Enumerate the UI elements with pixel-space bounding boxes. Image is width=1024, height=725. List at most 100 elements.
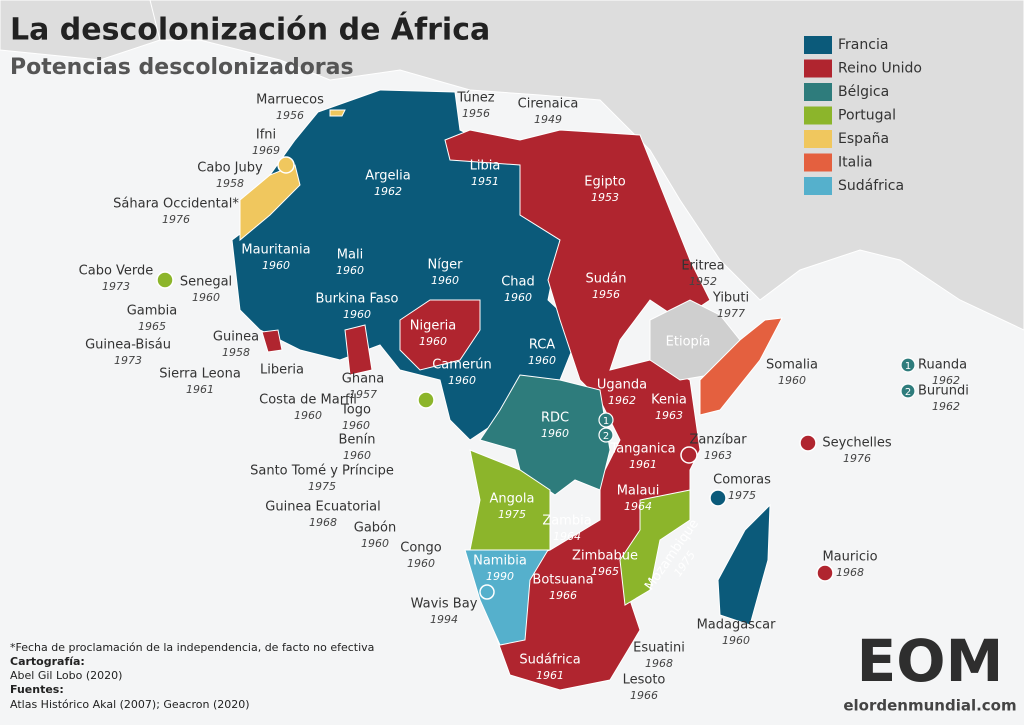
country-year: 1976 <box>162 213 190 226</box>
country-name: Uganda <box>597 378 647 393</box>
legend-swatch <box>804 36 832 54</box>
logo-url: elordenmundial.com <box>843 697 1016 715</box>
country-year: 1956 <box>592 288 620 301</box>
country-name: Libia <box>470 159 501 174</box>
country-name: Egipto <box>584 175 625 190</box>
country-name: Camerún <box>432 358 492 373</box>
country-name: Zimbabue <box>572 549 638 564</box>
country-year: 1952 <box>689 275 717 288</box>
country-year: 1960 <box>419 335 447 348</box>
country-name: Sáhara Occidental* <box>113 197 239 212</box>
country-name: Benín <box>338 433 375 448</box>
country-name: Cabo Juby <box>197 161 263 176</box>
country-name: Guinea Ecuatorial <box>265 500 380 515</box>
country-name: Senegal <box>180 275 232 290</box>
country-name: Wavis Bay <box>411 597 478 612</box>
legend-swatch <box>804 59 832 78</box>
country-year: 1975 <box>308 480 336 493</box>
country-name: Costa de Marfil <box>259 393 357 408</box>
marker-number: 2 <box>603 431 609 442</box>
country-name: Mali <box>337 248 363 263</box>
country-year: 1960 <box>192 291 220 304</box>
country-year: 1968 <box>309 516 337 529</box>
country-name: Botsuana <box>532 573 593 588</box>
country-year: 1975 <box>498 508 526 521</box>
legend-label: Italia <box>838 155 873 171</box>
legend-swatch <box>804 153 832 172</box>
country-year: 1956 <box>462 107 490 120</box>
country-name: RCA <box>529 338 555 353</box>
country-name: Namibia <box>473 554 527 569</box>
region <box>479 374 611 496</box>
surrounding-land <box>0 0 1024 331</box>
country-name: Etiopía <box>666 335 711 350</box>
country-year: 1960 <box>504 291 532 304</box>
country-year: 1960 <box>262 259 290 272</box>
country-year: 1968 <box>836 566 864 579</box>
country-name: Somalia <box>766 358 818 373</box>
country-year: 1966 <box>630 689 658 702</box>
country-name: Zanzíbar <box>689 433 747 448</box>
country-name: Seychelles <box>822 436 892 451</box>
region <box>464 549 549 646</box>
country-name: Níger <box>428 258 464 273</box>
country-name: Tanganica <box>609 442 675 457</box>
country-label: Etiopía <box>666 335 711 350</box>
country-year: 1960 <box>342 419 370 432</box>
country-year: 1960 <box>431 274 459 287</box>
labels: Marruecos1956Túnez1956Cirenaica1949Ifni1… <box>79 91 969 703</box>
country-name: Togo <box>340 403 371 418</box>
region <box>344 324 373 376</box>
country-name: Eritrea <box>681 259 724 274</box>
country-name: Sudán <box>586 272 627 287</box>
country-name: Guinea <box>213 330 259 345</box>
country-year: 1966 <box>549 589 577 602</box>
country-year: 1960 <box>343 449 371 462</box>
country-name: Mauricio <box>822 550 877 565</box>
country-name: Liberia <box>260 363 304 378</box>
country-name: Nigeria <box>410 319 457 334</box>
country-year: 1964 <box>553 530 581 543</box>
country-year: 1968 <box>645 657 673 670</box>
country-year: 1962 <box>932 374 960 387</box>
country-name: Lesoto <box>623 673 666 688</box>
country-year: 1963 <box>655 409 683 422</box>
country-year: 1961 <box>186 383 214 396</box>
country-name: Ruanda <box>918 358 967 373</box>
country-year: 1958 <box>216 177 244 190</box>
country-year: 1977 <box>717 307 745 320</box>
country-year: 1990 <box>486 570 514 583</box>
country-name: Guinea-Bisáu <box>85 338 171 353</box>
country-name: Cabo Verde <box>79 264 154 279</box>
dot <box>479 584 495 600</box>
country-year: 1960 <box>778 374 806 387</box>
country-year: 1956 <box>276 109 304 122</box>
country-year: 1960 <box>407 557 435 570</box>
